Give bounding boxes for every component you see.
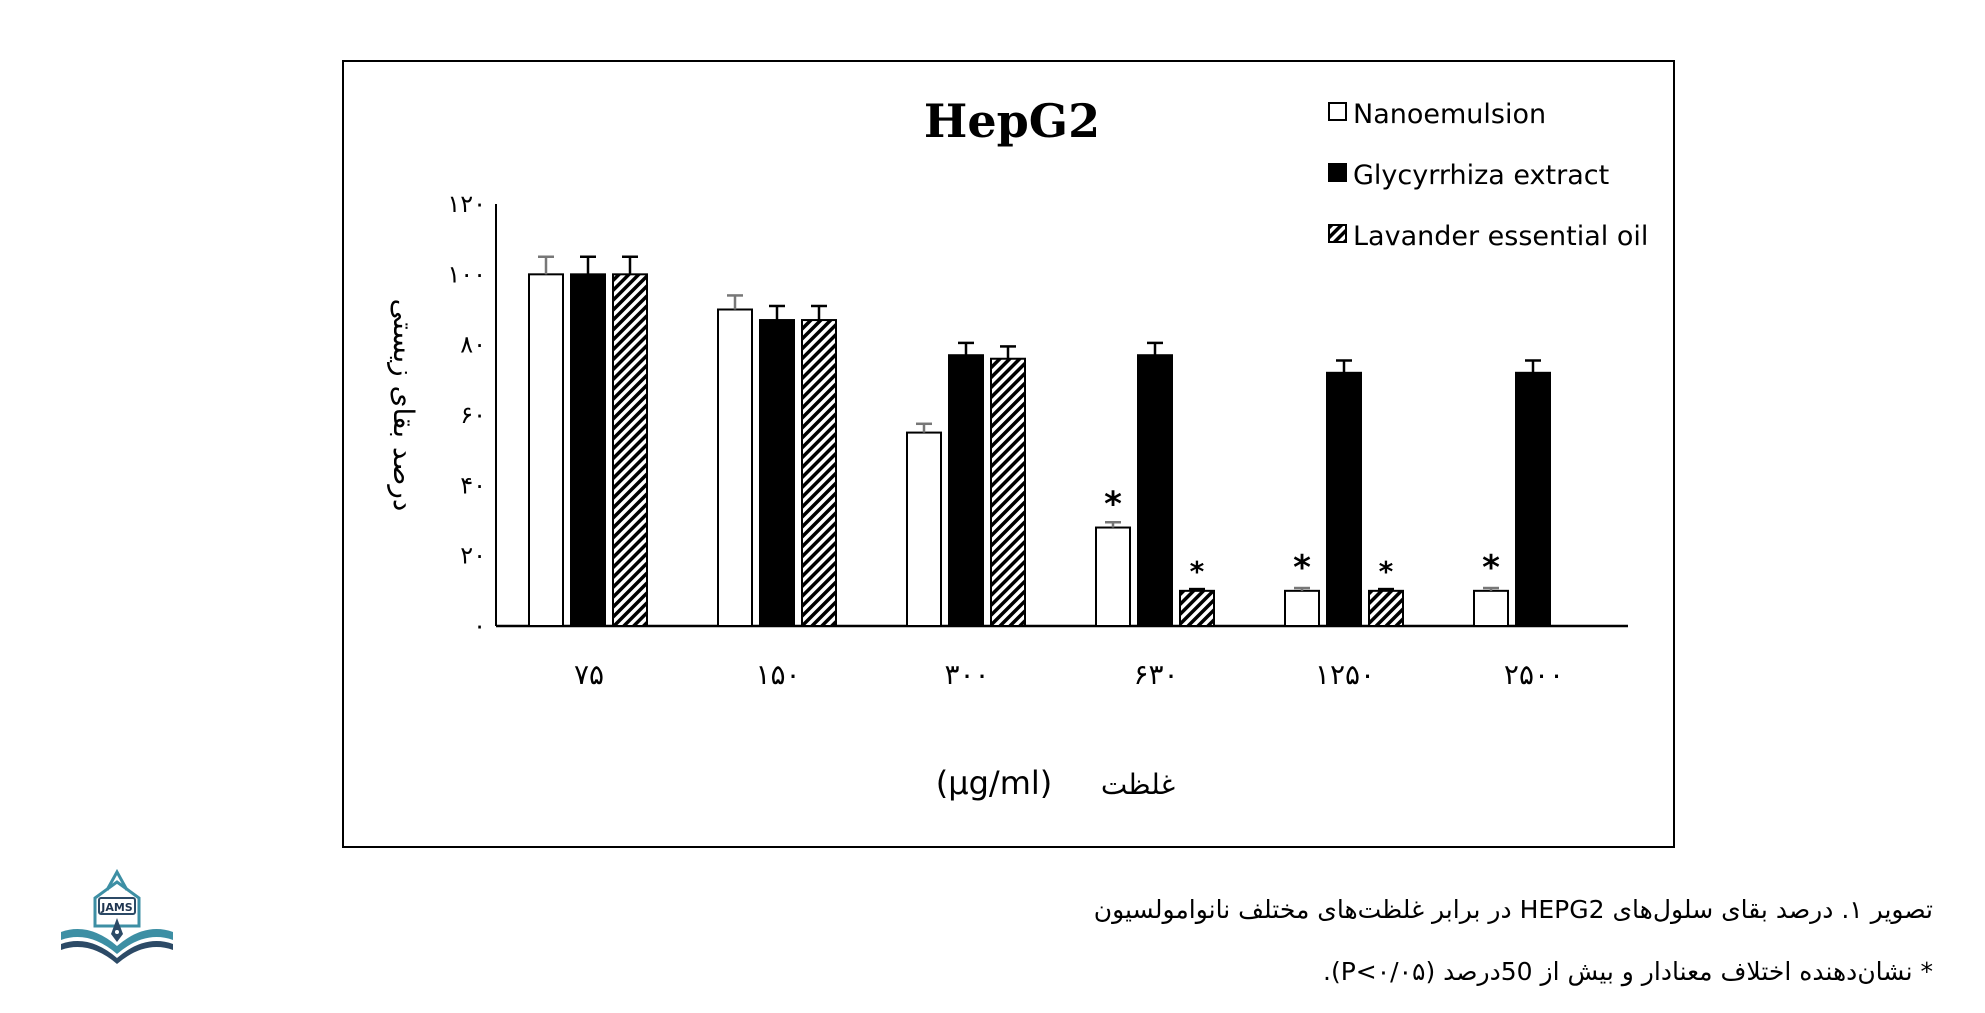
y-axis-ticks: ۰ ۲۰ ۴۰ ۶۰ ۸۰ ۱۰۰ ۱۲۰ — [447, 190, 486, 640]
y-tick-label: ۱۲۰ — [447, 190, 486, 218]
legend-label: Nanoemulsion — [1353, 99, 1546, 130]
y-tick-label: ۶۰ — [460, 401, 486, 429]
y-tick-label: ۰ — [473, 612, 486, 640]
x-tick-label: ۱۵۰ — [755, 658, 800, 691]
x-axis-label: غلظت — [1101, 768, 1175, 801]
bar — [1515, 371, 1551, 627]
bar — [990, 357, 1026, 627]
bar — [717, 308, 753, 627]
significance-marker: * — [1190, 555, 1205, 588]
bar — [612, 273, 648, 627]
legend-label: Glycyrrhiza extract — [1353, 160, 1609, 191]
bar-group: * * * * * — [528, 255, 1551, 628]
y-tick-label: ۲۰ — [460, 542, 486, 570]
legend-swatch — [1328, 102, 1347, 121]
significance-marker: * — [1482, 548, 1500, 588]
y-tick-label: ۸۰ — [460, 331, 486, 359]
x-axis-ticks: ۷۵ ۱۵۰ ۳۰۰ ۶۳۰ ۱۲۵۰ ۲۵۰۰ — [574, 658, 1564, 691]
bar — [1326, 371, 1362, 627]
bar — [801, 319, 837, 627]
y-axis-label: درصد بقای زیستی — [387, 299, 420, 512]
jams-logo: JAMS — [61, 868, 173, 964]
bar — [759, 319, 795, 627]
bar — [528, 273, 564, 627]
y-tick-label: ۱۰۰ — [447, 260, 486, 288]
x-tick-label: ۳۰۰ — [944, 658, 989, 691]
logo-text: JAMS — [100, 901, 133, 914]
bar — [1179, 589, 1215, 627]
legend: Nanoemulsion Glycyrrhiza extract Lavander … — [1328, 99, 1648, 252]
bar — [1284, 589, 1320, 627]
x-tick-label: ۷۵ — [574, 658, 604, 691]
significance-marker: * — [1104, 485, 1122, 525]
x-tick-label: ۶۳۰ — [1133, 658, 1178, 691]
significance-marker: * — [1293, 548, 1311, 588]
bar — [906, 431, 942, 628]
x-tick-label: ۲۵۰۰ — [1504, 658, 1564, 691]
significance-marker: * — [1379, 555, 1394, 588]
x-tick-label: ۱۲۵۰ — [1315, 658, 1375, 691]
figure-footnote: * نشان‌دهنده اختلاف معنادار و بیش از 50د… — [1323, 957, 1933, 986]
x-axis-unit: (μg/ml) — [936, 764, 1052, 802]
bar — [1095, 526, 1131, 627]
bar — [570, 273, 606, 627]
y-tick-label: ۴۰ — [460, 471, 486, 499]
legend-swatch — [1328, 224, 1347, 243]
figure-caption: تصویر ۱. درصد بقای سلول‌های HEPG2 در برا… — [1093, 895, 1933, 924]
bar — [1137, 354, 1173, 627]
legend-label: Lavander essential oil — [1353, 221, 1648, 252]
chart-title: HepG2 — [924, 94, 1100, 148]
legend-swatch — [1328, 163, 1347, 182]
bar — [1473, 589, 1509, 627]
bar — [1368, 589, 1404, 627]
bar — [948, 354, 984, 627]
chart-frame — [342, 60, 1675, 848]
